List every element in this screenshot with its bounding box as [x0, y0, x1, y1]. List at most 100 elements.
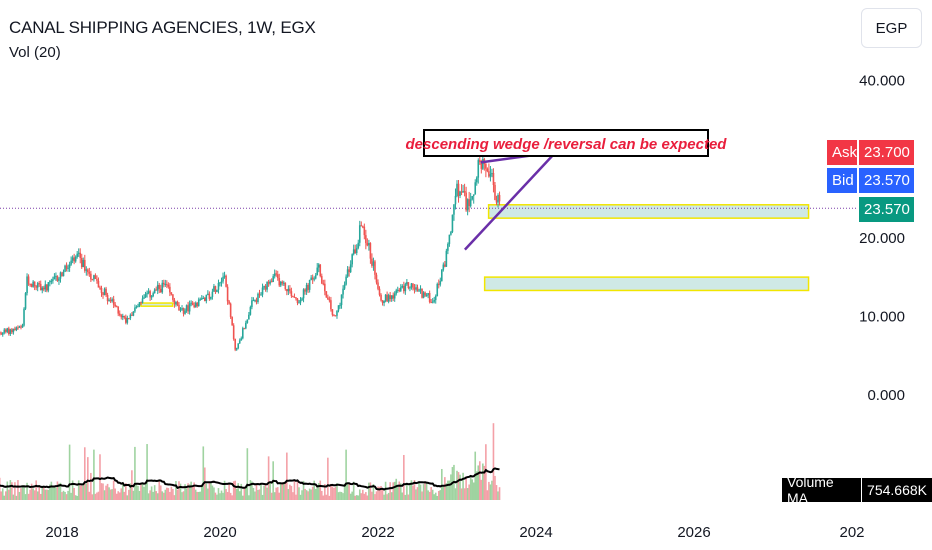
- y-tick-label: 10.000: [859, 308, 905, 325]
- candle-body: [425, 295, 428, 297]
- candle-body: [73, 257, 75, 262]
- volume-bar: [243, 487, 246, 500]
- volume-indicator-label[interactable]: Vol (20): [9, 44, 61, 61]
- candle-body: [257, 293, 259, 303]
- volume-bar: [182, 491, 185, 500]
- volume-bar: [488, 481, 490, 500]
- volume-bar: [23, 485, 25, 500]
- volume-bar: [371, 491, 373, 500]
- candle-body: [463, 190, 466, 193]
- candle-body: [220, 281, 223, 283]
- volume-bar: [27, 493, 30, 500]
- volume-bar: [316, 487, 319, 500]
- candle-body: [26, 276, 28, 294]
- candle-body: [96, 278, 98, 281]
- volume-bar: [466, 488, 469, 500]
- volume-bar: [153, 485, 156, 500]
- candle-body: [477, 160, 480, 178]
- candle-body: [46, 284, 48, 291]
- volume-bar: [228, 484, 230, 500]
- x-axis: 2018 2020 2022 2024 2026 202: [45, 524, 864, 541]
- candle-body: [327, 297, 329, 300]
- volume-bar: [46, 489, 48, 500]
- candle-body: [166, 284, 168, 286]
- candle-body: [398, 289, 401, 291]
- candle-body: [348, 269, 350, 273]
- volume-bar: [241, 495, 244, 500]
- candle-body: [342, 288, 344, 295]
- candle-body: [144, 294, 147, 298]
- volume-bar: [191, 487, 194, 500]
- volume-bar: [217, 488, 220, 500]
- volume-bar: [308, 488, 311, 500]
- candle-body: [105, 288, 107, 296]
- volume-bar: [387, 492, 390, 500]
- volume-bar: [87, 457, 89, 500]
- volume-bar: [286, 452, 288, 500]
- candle-body: [339, 305, 341, 307]
- candle-body: [488, 171, 490, 177]
- y-tick-label: 20.000: [859, 230, 905, 247]
- candle-body: [64, 265, 66, 272]
- candle-body: [41, 287, 44, 291]
- candle-body: [421, 288, 423, 298]
- volume-bar: [49, 484, 51, 500]
- volume-bar: [415, 489, 417, 500]
- candle-body: [14, 328, 16, 330]
- volume-bar: [313, 480, 315, 500]
- candle-body: [159, 288, 162, 293]
- annotation-box[interactable]: descending wedge /reversal can be expect…: [406, 129, 728, 157]
- volume-bar: [299, 494, 302, 500]
- candle-body: [59, 272, 62, 279]
- symbol-title[interactable]: CANAL SHIPPING AGENCIES, 1W, EGX: [9, 18, 316, 37]
- volume-bar: [190, 481, 192, 500]
- volume-bar: [278, 492, 281, 500]
- candle-body: [120, 315, 123, 318]
- candle-body: [281, 281, 284, 284]
- candle-body: [468, 199, 470, 207]
- candle-body: [428, 292, 431, 302]
- candle-body: [39, 283, 42, 291]
- candle-body: [118, 313, 121, 316]
- candle-body: [396, 289, 399, 291]
- candle-body: [138, 302, 141, 306]
- volume-bar: [93, 449, 95, 500]
- volume-bar: [410, 480, 413, 500]
- volume-bar: [211, 485, 214, 500]
- volume-bar: [378, 486, 381, 500]
- volume-bar: [41, 485, 44, 500]
- candle-body: [422, 292, 425, 298]
- volume-bar: [498, 487, 501, 500]
- candle-body: [194, 302, 197, 308]
- candle-body: [406, 282, 408, 285]
- candle-body: [44, 284, 47, 290]
- volume-bar: [207, 488, 209, 500]
- candle-body: [90, 273, 92, 280]
- volume-bar: [169, 491, 171, 500]
- volume-bar: [492, 423, 495, 500]
- volume-ma-value: 754.668K: [867, 482, 927, 498]
- currency-button[interactable]: EGP: [861, 8, 922, 48]
- candle-body: [270, 281, 273, 283]
- candle-body: [372, 261, 375, 266]
- volume-bar: [392, 482, 394, 500]
- volume-bar: [73, 487, 75, 500]
- candle-body: [333, 314, 335, 316]
- candle-body: [415, 287, 417, 290]
- volume-bar: [67, 490, 69, 500]
- candle-body: [175, 301, 177, 305]
- volume-bar: [85, 483, 88, 500]
- volume-bar: [314, 488, 317, 500]
- candle-body: [42, 287, 45, 290]
- candle-body: [18, 326, 21, 328]
- volume-bar: [8, 489, 10, 500]
- candle-body: [390, 295, 393, 299]
- candle-body: [196, 302, 199, 307]
- y-tick-label: 40.000: [859, 73, 905, 90]
- candle-body: [134, 307, 136, 312]
- candle-body: [337, 305, 340, 311]
- volume-bar: [357, 495, 360, 500]
- candle-body: [167, 284, 170, 287]
